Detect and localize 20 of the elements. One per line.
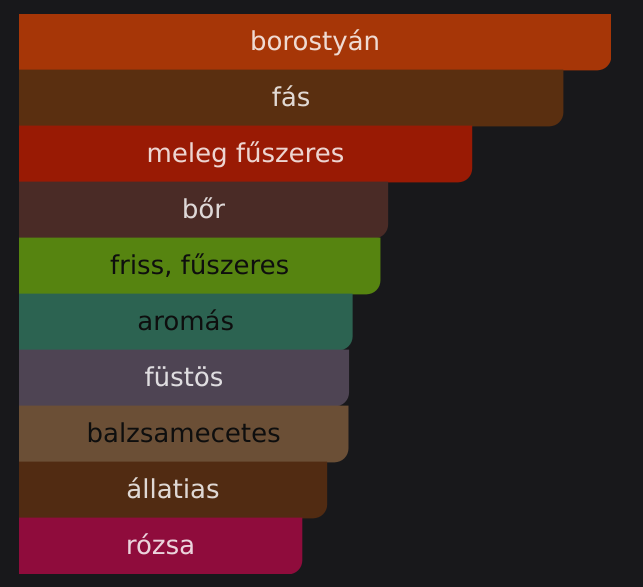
- y-tick-label: aromás: [137, 306, 234, 337]
- bar: [19, 70, 564, 126]
- bar: [19, 350, 350, 406]
- y-tick-label: meleg fűszeres: [146, 138, 344, 169]
- bar: [19, 294, 353, 350]
- y-tick-label: füstös: [144, 362, 224, 393]
- y-tick-label: rózsa: [126, 530, 196, 561]
- bar: [19, 462, 328, 518]
- bar: [19, 126, 472, 182]
- bar: [19, 14, 611, 70]
- y-tick-label: bőr: [182, 194, 226, 225]
- y-tick-label: borostyán: [250, 26, 380, 57]
- y-tick-label: balzsamecetes: [86, 418, 281, 449]
- bar: [19, 518, 302, 574]
- y-tick-label: állatias: [126, 474, 220, 505]
- y-tick-label: fás: [272, 82, 310, 113]
- y-tick-label: friss, fűszeres: [110, 250, 290, 281]
- bar: [19, 238, 380, 294]
- bar: [19, 182, 388, 238]
- bar: [19, 406, 348, 462]
